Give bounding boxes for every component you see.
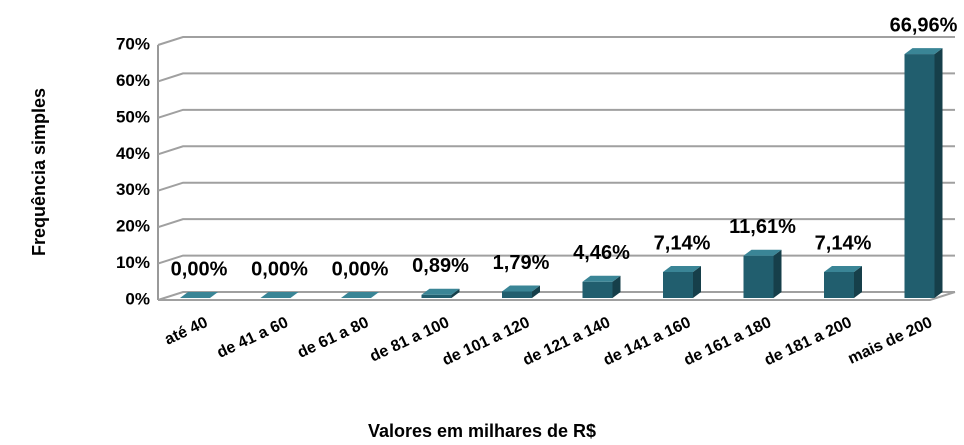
x-tick-label: de 41 a 60	[214, 314, 291, 362]
x-tick-label: mais de 200	[846, 314, 936, 368]
bar-side	[854, 265, 862, 298]
x-tick-label: de 161 a 180	[681, 314, 774, 369]
x-tick-label: de 141 a 160	[601, 314, 694, 369]
bar-top	[180, 292, 218, 298]
y-tick-label: 60%	[116, 71, 150, 90]
grid-line	[157, 108, 955, 119]
bar-side	[693, 265, 701, 298]
bar-top	[421, 288, 460, 295]
data-label: 4,46%	[573, 242, 630, 264]
bar	[743, 255, 774, 298]
grid-line	[157, 218, 955, 229]
bar-top	[743, 249, 782, 256]
bar	[502, 291, 532, 298]
bar-top	[663, 265, 701, 272]
y-tick-label: 0%	[125, 289, 150, 308]
bar	[421, 294, 452, 298]
grid-line	[157, 254, 955, 265]
x-tick-label: de 101 a 120	[440, 314, 533, 369]
bar-top	[502, 285, 540, 292]
data-label: 0,00%	[251, 258, 308, 280]
bar-top	[904, 48, 943, 55]
floor	[158, 291, 956, 301]
data-label: 1,79%	[493, 252, 550, 274]
bar-top	[260, 292, 299, 298]
data-label: 0,00%	[171, 258, 228, 280]
bar-top	[582, 275, 621, 282]
y-tick-label: 10%	[116, 253, 150, 272]
bar-side	[612, 275, 621, 298]
x-tick-label: de 61 a 80	[295, 314, 372, 362]
grid-line	[157, 36, 955, 46]
bar-top	[341, 292, 379, 298]
bar-side	[934, 48, 943, 299]
x-tick-label: até 40	[162, 314, 210, 349]
y-tick-label: 20%	[116, 217, 150, 236]
y-axis-title: Frequência simples	[29, 88, 49, 256]
bar	[824, 271, 854, 298]
grid-line	[157, 72, 955, 83]
bar	[904, 54, 935, 299]
data-label: 11,61%	[729, 216, 796, 238]
x-axis-title: Valores em milhares de R$	[368, 421, 596, 441]
bar-side	[451, 288, 460, 298]
bar-side	[773, 249, 782, 298]
grid-line	[157, 181, 955, 192]
data-label: 7,14%	[815, 232, 872, 254]
bar	[663, 271, 693, 298]
bar-top	[824, 265, 862, 272]
bar	[582, 281, 613, 298]
data-label: 7,14%	[654, 232, 711, 254]
y-tick-label: 30%	[116, 180, 150, 199]
grid-line	[157, 145, 955, 156]
data-label: 66,96%	[890, 14, 958, 36]
data-label: 0,00%	[332, 258, 389, 280]
bar-side	[532, 285, 540, 298]
x-tick-label: de 121 a 140	[520, 314, 613, 369]
y-tick-label: 50%	[116, 107, 150, 126]
y-tick-label: 70%	[116, 34, 150, 53]
data-label: 0,89%	[412, 255, 469, 277]
x-tick-label: de 81 a 100	[367, 314, 452, 366]
x-tick-label: de 181 a 200	[762, 314, 855, 369]
y-tick-label: 40%	[116, 144, 150, 163]
